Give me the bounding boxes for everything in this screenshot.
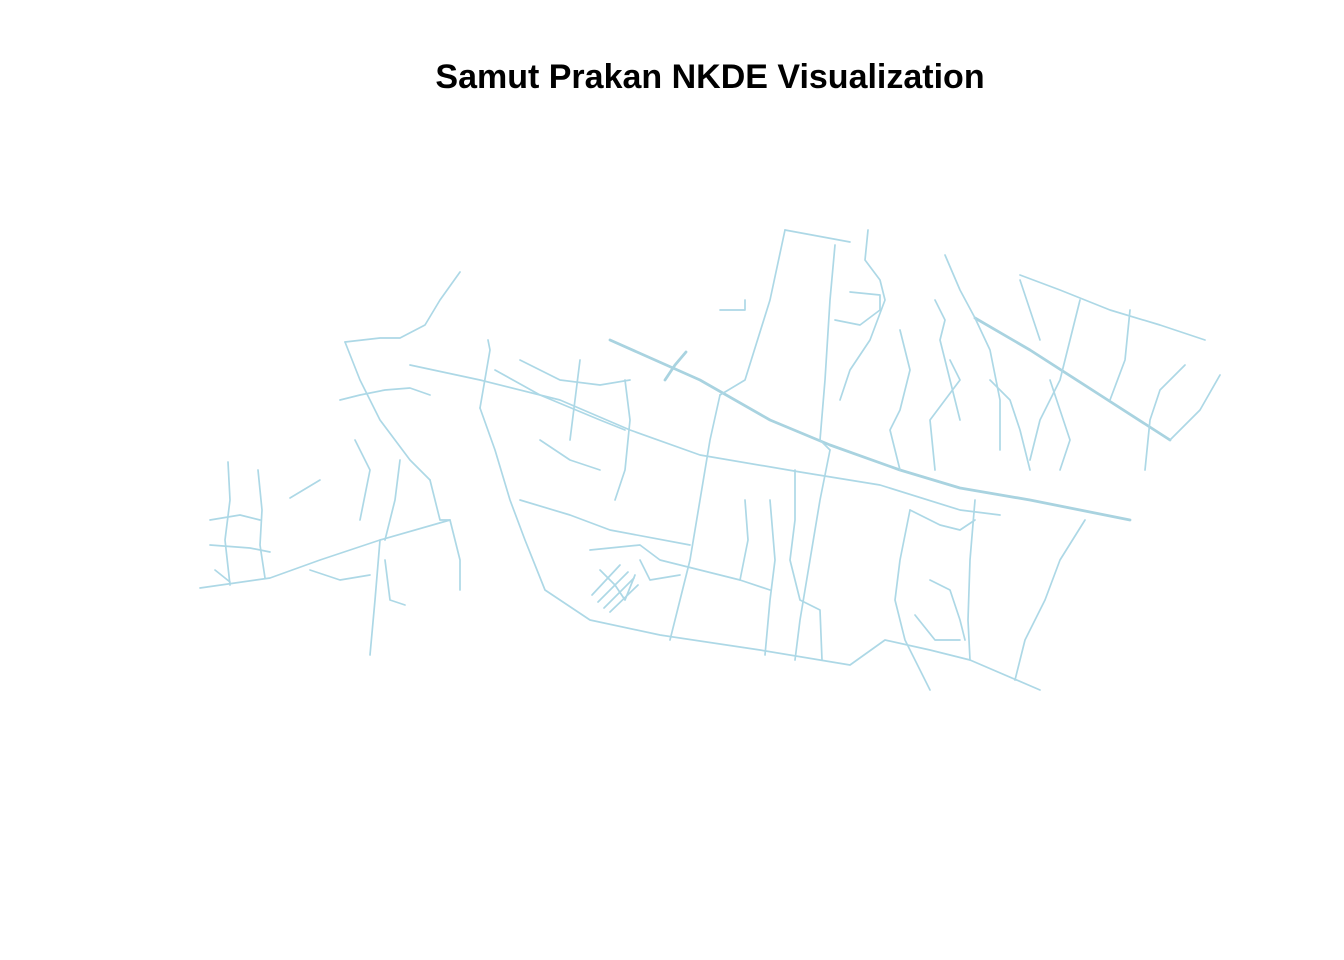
plot-title: Samut Prakan NKDE Visualization xyxy=(435,58,985,96)
road-north-central-b xyxy=(569,359,581,441)
road-south-central-a xyxy=(589,544,771,591)
road-north-east-cluster-b xyxy=(934,299,961,421)
road-central-grid-a xyxy=(519,499,691,546)
road-north-vertical-long xyxy=(719,229,786,396)
road-east-vertical-a xyxy=(894,509,931,691)
road-north-ne-loop xyxy=(839,229,886,401)
minor-roads xyxy=(199,229,1221,691)
road-north-east-cluster-d xyxy=(1029,299,1081,461)
road-west-branch-c xyxy=(429,479,461,591)
road-south-central-b xyxy=(639,559,681,581)
road-west-branch-d xyxy=(354,439,371,521)
road-central-vertical-c xyxy=(764,499,776,656)
road-east-edge-b xyxy=(1144,364,1186,471)
road-major-highway-east xyxy=(608,338,1132,522)
road-west-vertical-b xyxy=(257,469,266,579)
road-east-loop-a xyxy=(909,509,976,531)
road-central-vertical-b xyxy=(794,449,831,661)
road-south-lattice-a xyxy=(591,564,621,596)
road-south-lattice-c xyxy=(603,577,635,609)
road-west-diagonal xyxy=(199,519,451,589)
road-north-central-c xyxy=(614,379,631,501)
road-east-edge xyxy=(1169,374,1221,441)
road-west-grid-c xyxy=(214,569,231,583)
road-south-lattice-b xyxy=(597,571,629,603)
road-central-diagonal xyxy=(479,407,1041,691)
road-west-grid-a xyxy=(209,514,261,521)
road-east-cluster-a xyxy=(929,579,966,641)
road-south-west-spur xyxy=(369,539,381,656)
road-central-grid-b xyxy=(539,439,601,471)
road-major-expressway-ne xyxy=(973,316,1172,442)
road-west-loop xyxy=(339,387,431,401)
road-west-vertical-a xyxy=(224,461,231,586)
road-north-top-edge xyxy=(784,229,851,243)
road-east-vertical-b xyxy=(967,499,976,661)
road-central-vertical-e xyxy=(789,469,823,661)
road-north-east-cluster-c xyxy=(1019,274,1206,341)
road-east-cluster-b xyxy=(914,614,961,641)
road-major-ramp xyxy=(663,350,688,382)
road-north-east-cluster-e xyxy=(1109,309,1131,401)
road-central-west-vertical xyxy=(479,339,491,409)
road-north-central-a xyxy=(519,359,631,386)
road-west-branch-e xyxy=(384,459,401,541)
road-central-east-west xyxy=(409,364,1001,516)
road-west-branch-f xyxy=(309,569,371,581)
road-north-east-e xyxy=(989,379,1031,471)
road-north-east-f xyxy=(889,329,911,471)
road-west-spine xyxy=(344,341,431,481)
road-north-west-branch xyxy=(344,271,461,343)
major-roads xyxy=(608,316,1172,522)
road-central-vertical-d xyxy=(739,499,749,581)
road-west-grid-b xyxy=(209,544,271,553)
road-north-east-ascend xyxy=(819,244,836,451)
road-north-center-h xyxy=(719,299,746,311)
road-central-diag-b xyxy=(494,369,626,431)
road-north-east-g xyxy=(929,359,961,471)
road-north-loop-a xyxy=(834,291,881,326)
road-vertical-central-a xyxy=(669,394,721,641)
road-east-vertical-c xyxy=(1014,519,1086,681)
road-west-short-a xyxy=(289,479,321,499)
road-south-west-spur-b xyxy=(384,559,406,606)
road-north-east-h xyxy=(1049,379,1071,471)
road-north-east-d xyxy=(1019,279,1041,341)
road-south-lattice-d xyxy=(609,584,639,613)
road-north-east-cluster-a xyxy=(944,254,1001,451)
